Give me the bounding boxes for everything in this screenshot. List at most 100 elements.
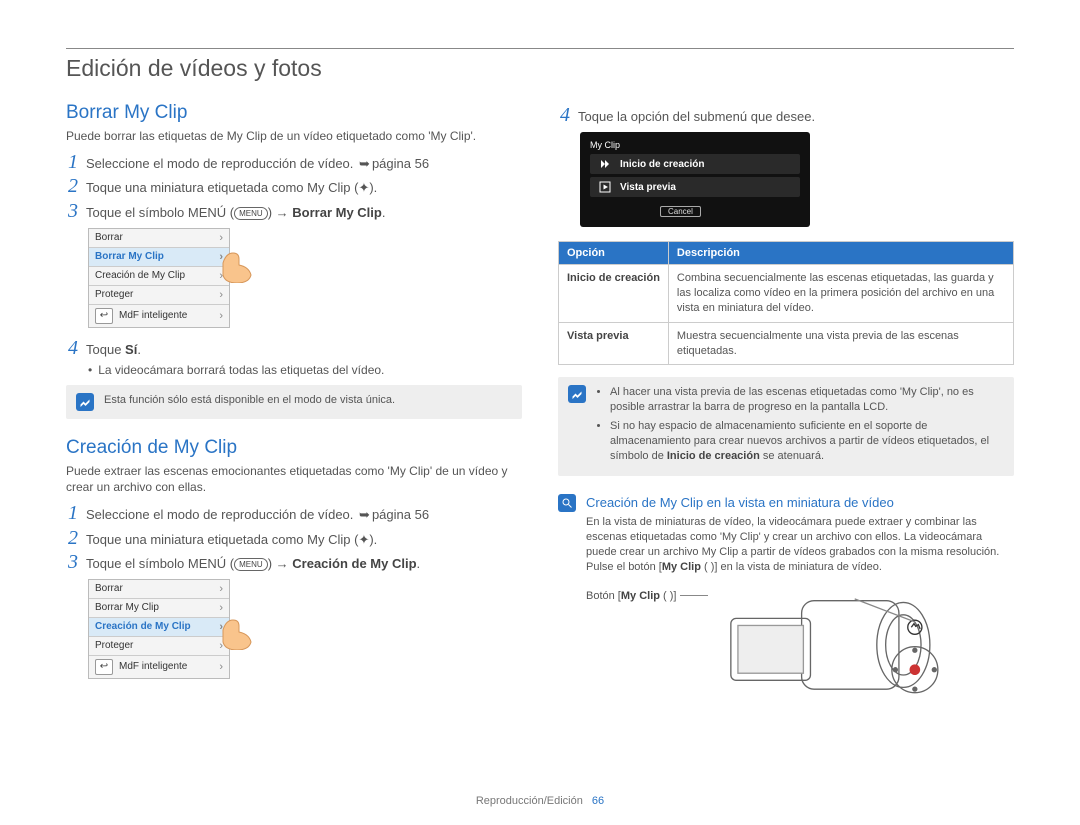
step-number: 4 (558, 105, 572, 125)
menu-item[interactable]: Borrar My Clip› (89, 248, 229, 267)
step-text: Seleccione el modo de reproducción de ví… (86, 507, 353, 522)
step-2-borrar: 2 Toque una miniatura etiquetada como My… (66, 176, 522, 197)
table-row: Vista previa Muestra secuencialmente una… (559, 322, 1014, 365)
intro-crear: Puede extraer las escenas emocionantes e… (66, 463, 522, 495)
menu-item[interactable]: Borrar› (89, 580, 229, 599)
chevron-right-icon: › (219, 661, 223, 673)
step-2-crear: 2 Toque una miniatura etiquetada como My… (66, 528, 522, 549)
lcd-row-inicio[interactable]: Inicio de creación (590, 154, 800, 174)
step-number: 4 (66, 338, 80, 358)
step-number: 3 (66, 552, 80, 572)
menu-item[interactable]: Creación de My Clip› (89, 618, 229, 637)
note-borrar: Esta función sólo está disponible en el … (66, 385, 522, 419)
page-title: Edición de vídeos y fotos (66, 55, 1014, 82)
camcorder-illustration (722, 583, 952, 716)
star-icon: ✦ (358, 180, 369, 195)
step-text: ) (268, 205, 276, 220)
arrow-r-icon: ➥ (357, 156, 372, 171)
camera-menu-crear: Borrar› Borrar My Clip› Creación de My C… (88, 579, 230, 679)
play-box-icon (598, 181, 612, 193)
lcd-row-preview[interactable]: Vista previa (590, 177, 800, 197)
menu-item[interactable]: Proteger› (89, 286, 229, 305)
note-text: Esta función sólo está disponible en el … (104, 393, 395, 408)
step-text: Toque (86, 342, 125, 357)
note-right: Al hacer una vista previa de las escenas… (558, 377, 1014, 475)
step-3-crear: 3 Toque el símbolo MENÚ (MENU) → Creació… (66, 552, 522, 573)
step-1-borrar: 1 Seleccione el modo de reproducción de … (66, 152, 522, 173)
menu-item[interactable]: MdF inteligente (119, 310, 187, 321)
step-4-borrar: 4 Toque Sí. (66, 338, 522, 359)
step-number: 2 (66, 528, 80, 548)
note-item: Al hacer una vista previa de las escenas… (610, 385, 1004, 415)
step-text: ). (369, 180, 377, 195)
chevron-right-icon: › (219, 289, 223, 301)
step-4-right: 4 Toque la opción del submenú que desee. (558, 105, 1014, 126)
page-footer: Reproducción/Edición 66 (0, 795, 1080, 807)
bullet-borrar: La videocámara borrará todas las etiquet… (88, 363, 522, 377)
step-text: ) (268, 556, 276, 571)
note-item: Si no hay espacio de almacenamiento sufi… (610, 419, 1004, 464)
lcd-myclip-submenu: My Clip Inicio de creación Vista previa … (580, 132, 810, 227)
step-bold: Creación de My Clip (292, 556, 416, 571)
menu-item[interactable]: Borrar My Clip› (89, 599, 229, 618)
cell-desc: Muestra secuencialmente una vista previa… (668, 322, 1013, 365)
menu-pill: MENU (234, 207, 268, 220)
step-text: ). (369, 532, 377, 547)
note-list: Al hacer una vista previa de las escenas… (596, 385, 1004, 467)
heading-borrar: Borrar My Clip (66, 102, 522, 124)
table-row: Inicio de creación Combina secuencialmen… (559, 265, 1014, 323)
menu-pill: MENU (234, 558, 268, 571)
menu-item[interactable]: Borrar› (89, 229, 229, 248)
button-callout-label: Botón [My Clip ( )] (586, 583, 708, 604)
page-ref: página 56 (372, 507, 429, 522)
th-option: Opción (559, 242, 669, 265)
step-bold: Sí (125, 342, 137, 357)
thumbnail-body: En la vista de miniaturas de vídeo, la v… (586, 515, 1014, 574)
step-1-crear: 1 Seleccione el modo de reproducción de … (66, 503, 522, 524)
finger-pointer-icon (217, 610, 257, 650)
menu-item[interactable]: Proteger› (89, 637, 229, 656)
step-number: 2 (66, 176, 80, 196)
thumbnail-section: Creación de My Clip en la vista en minia… (558, 494, 1014, 716)
arrow-r-icon: → (276, 556, 293, 571)
chevron-right-icon: › (219, 310, 223, 322)
step-text: Toque una miniatura etiquetada como My C… (86, 180, 358, 195)
heading-crear: Creación de My Clip (66, 437, 522, 459)
cell-desc: Combina secuencialmente las escenas etiq… (668, 265, 1013, 323)
step-text: Toque una miniatura etiquetada como My C… (86, 532, 358, 547)
step-3-borrar: 3 Toque el símbolo MENÚ (MENU) → Borrar … (66, 201, 522, 222)
step-bold: Borrar My Clip (292, 205, 382, 220)
chevron-right-icon: › (219, 583, 223, 595)
step-number: 3 (66, 201, 80, 221)
page-ref: página 56 (372, 156, 429, 171)
right-column: 4 Toque la opción del submenú que desee.… (558, 102, 1014, 733)
step-text: Toque el símbolo MENÚ ( (86, 556, 234, 571)
note-icon (568, 385, 586, 403)
back-icon[interactable]: ↩ (95, 659, 113, 675)
menu-item[interactable]: MdF inteligente (119, 661, 187, 672)
lcd-cancel-button[interactable]: Cancel (660, 206, 701, 217)
step-text: Toque el símbolo MENÚ ( (86, 205, 234, 220)
step-text: Seleccione el modo de reproducción de ví… (86, 156, 353, 171)
left-column: Borrar My Clip Puede borrar las etiqueta… (66, 102, 522, 733)
fast-forward-icon (598, 158, 612, 170)
arrow-r-icon: → (276, 205, 293, 220)
options-table: Opción Descripción Inicio de creación Co… (558, 241, 1014, 365)
step-text: Toque la opción del submenú que desee. (578, 108, 815, 126)
thumbnail-title: Creación de My Clip en la vista en minia… (586, 494, 1014, 512)
footer-page-number: 66 (592, 795, 604, 807)
finger-pointer-icon (217, 243, 257, 283)
footer-section: Reproducción/Edición (476, 795, 583, 807)
back-icon[interactable]: ↩ (95, 308, 113, 324)
camera-menu-borrar: Borrar› Borrar My Clip› Creación de My C… (88, 228, 230, 328)
note-icon (76, 393, 94, 411)
menu-item[interactable]: Creación de My Clip› (89, 267, 229, 286)
magnifier-icon (558, 494, 576, 512)
step-number: 1 (66, 503, 80, 523)
lcd-title: My Clip (590, 140, 800, 150)
cell-option: Inicio de creación (559, 265, 669, 323)
arrow-r-icon: ➥ (357, 507, 372, 522)
page-rule (66, 48, 1014, 49)
th-desc: Descripción (668, 242, 1013, 265)
cell-option: Vista previa (559, 322, 669, 365)
